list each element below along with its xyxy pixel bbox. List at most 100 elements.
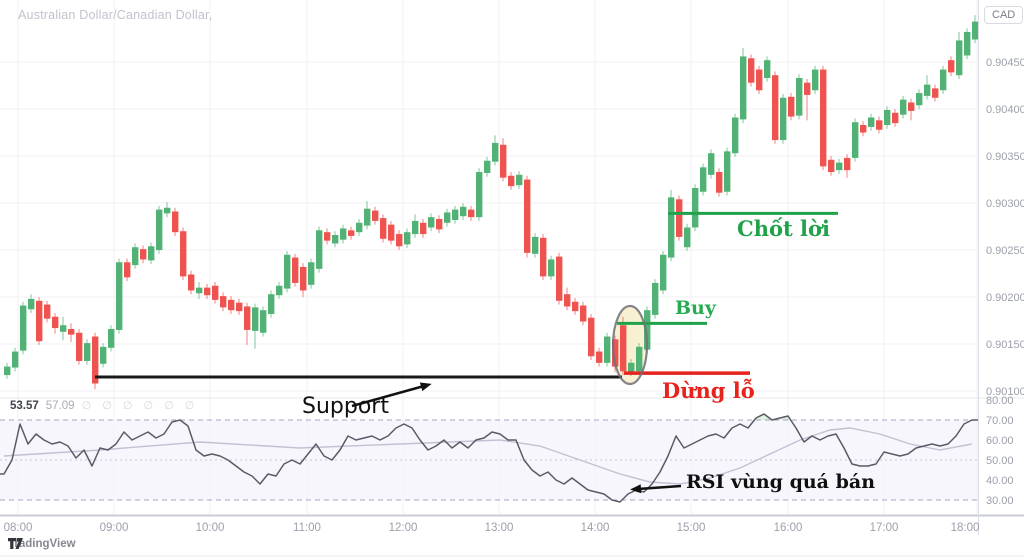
price-axis-label[interactable]: 0.90200: [986, 292, 1024, 304]
candle-up: [260, 310, 267, 333]
tradingview-attribution[interactable]: TradingView: [8, 538, 76, 550]
candle-down: [860, 125, 867, 133]
candle-up: [764, 60, 771, 79]
candle-up: [740, 56, 747, 120]
candle-down: [892, 112, 899, 124]
candle-up: [724, 151, 731, 192]
support-arrow-head: [419, 382, 432, 392]
time-axis-label[interactable]: 08:00: [4, 522, 33, 534]
candle-down: [788, 96, 795, 117]
price-axis-label[interactable]: 0.90150: [986, 339, 1024, 351]
time-axis-label[interactable]: 15:00: [677, 522, 706, 534]
candle-down: [820, 69, 827, 167]
candle-up: [636, 346, 643, 372]
support-label[interactable]: Support: [302, 394, 389, 419]
time-axis-label[interactable]: 17:00: [870, 522, 899, 534]
candle-up: [12, 351, 19, 368]
rsi-axis-label[interactable]: 60.00: [986, 435, 1014, 447]
price-axis-label[interactable]: 0.90350: [986, 151, 1024, 163]
candle-up: [484, 160, 491, 173]
candle-up: [316, 230, 323, 269]
candle-up: [660, 254, 667, 291]
candle-down: [380, 218, 387, 239]
candle-down: [748, 58, 755, 83]
candle-down: [948, 60, 955, 73]
rsi-axis-label[interactable]: 50.00: [986, 455, 1014, 467]
rsi-axis-label[interactable]: 30.00: [986, 495, 1014, 507]
candle-down: [772, 75, 779, 141]
candle-down: [524, 179, 531, 253]
candle-up: [308, 262, 315, 285]
candle-up: [900, 99, 907, 115]
candle-up: [132, 247, 139, 266]
candle-up: [340, 228, 347, 240]
highlight-ellipse[interactable]: [611, 304, 649, 386]
time-axis-label[interactable]: 14:00: [581, 522, 610, 534]
candle-up: [444, 212, 451, 223]
candle-down: [244, 306, 251, 330]
indicator-action-icons[interactable]: ∅ ∅ ∅ ∅ ∅ ∅: [81, 400, 199, 412]
time-axis-label[interactable]: 09:00: [100, 522, 129, 534]
price-axis-label[interactable]: 0.90100: [986, 386, 1024, 398]
candle-up: [356, 222, 363, 233]
candle-up: [452, 209, 459, 220]
candle-up: [652, 282, 659, 315]
candle-up: [108, 329, 115, 348]
candle-up: [732, 117, 739, 154]
candle-down: [228, 299, 235, 311]
symbol-title[interactable]: Australian Dollar/Canadian Dollar,: [18, 8, 213, 22]
currency-badge[interactable]: CAD: [984, 6, 1024, 24]
price-axis-label[interactable]: 0.90250: [986, 245, 1024, 257]
candle-down: [596, 351, 603, 363]
price-axis-label[interactable]: 0.90400: [986, 104, 1024, 116]
candle-up: [460, 206, 467, 217]
candle-up: [692, 188, 699, 228]
candle-down: [508, 175, 515, 187]
rsi-oversold-arrow-head: [630, 484, 642, 494]
candle-up: [940, 69, 947, 91]
candle-up: [708, 153, 715, 175]
rsi-axis-label[interactable]: 40.00: [986, 475, 1014, 487]
rsi-oversold-label[interactable]: RSI vùng quá bán: [686, 471, 876, 493]
take-profit-label[interactable]: Chốt lời: [737, 216, 830, 241]
candle-up: [20, 305, 27, 351]
time-axis-label[interactable]: 12:00: [389, 522, 418, 534]
candle-up: [268, 294, 275, 314]
buy-label[interactable]: Buy: [675, 297, 716, 319]
candle-up: [148, 246, 155, 261]
candle-up: [532, 236, 539, 254]
currency-badge-label: CAD: [992, 9, 1016, 21]
candle-down: [172, 211, 179, 233]
rsi-axis-label[interactable]: 70.00: [986, 415, 1014, 427]
candle-up: [4, 366, 11, 376]
rsi-ma-value: 57.09: [45, 399, 75, 412]
candle-down: [396, 234, 403, 247]
candle-down: [372, 210, 379, 221]
candle-up: [164, 207, 171, 214]
stop-loss-label[interactable]: Dừng lỗ: [662, 378, 755, 403]
candle-down: [844, 157, 851, 171]
candle-down: [676, 199, 683, 237]
rsi-axis-label[interactable]: 80.00: [986, 395, 1014, 407]
time-axis-label[interactable]: 11:00: [293, 522, 321, 534]
candle-down: [804, 82, 811, 95]
candle-down: [540, 237, 547, 277]
candle-up: [972, 21, 979, 40]
candle-down: [436, 219, 443, 230]
candle-down: [756, 69, 763, 91]
time-axis-label[interactable]: 16:00: [774, 522, 803, 534]
candle-down: [500, 144, 507, 178]
candle-down: [876, 120, 883, 130]
candle-up: [116, 262, 123, 330]
price-axis-label[interactable]: 0.90300: [986, 198, 1024, 210]
price-axis-label[interactable]: 0.90450: [986, 57, 1024, 69]
candle-up: [84, 343, 91, 361]
time-axis-label[interactable]: 18:00: [951, 522, 980, 534]
time-axis-label[interactable]: 13:00: [485, 522, 514, 534]
candle-down: [300, 266, 307, 291]
candle-up: [916, 93, 923, 106]
time-axis-label[interactable]: 10:00: [196, 522, 225, 534]
candle-up: [284, 254, 291, 289]
